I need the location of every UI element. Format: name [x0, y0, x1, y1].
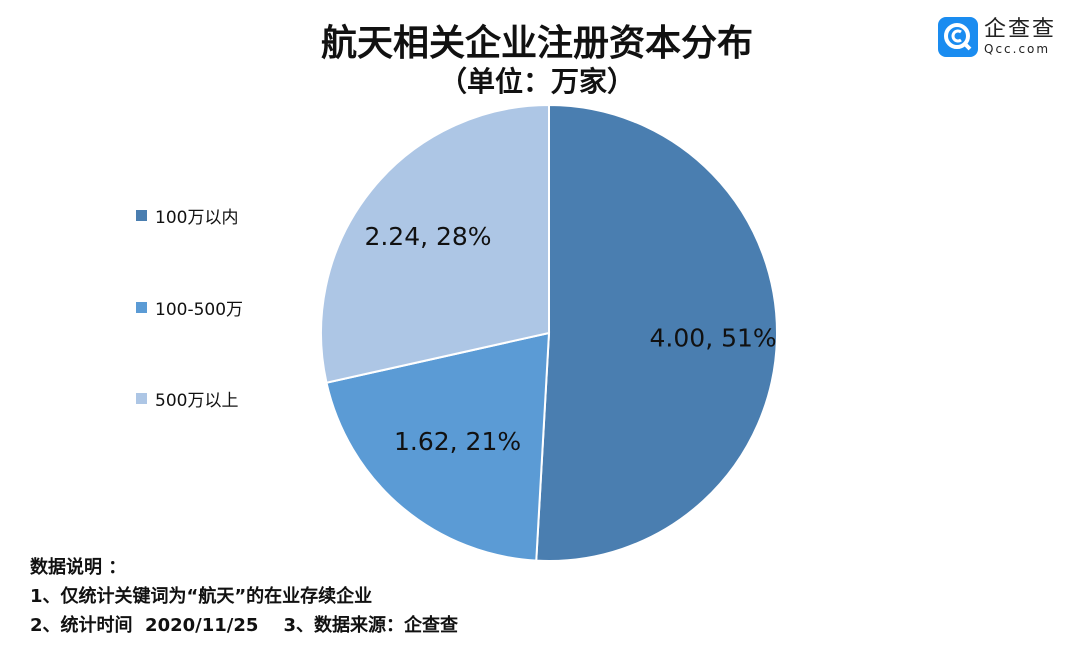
- qcc-logo-icon: [938, 17, 978, 57]
- logo-name: 企查查: [984, 17, 1057, 42]
- qcc-logo: 企查查 Qcc.com: [938, 17, 1056, 57]
- legend-label: 500万以上: [155, 391, 239, 411]
- note-line-1: 1、仅统计关键词为“航天”的在业存续企业: [30, 586, 373, 607]
- legend-swatch: [136, 210, 147, 221]
- chart-title: 航天相关企业注册资本分布: [320, 23, 753, 64]
- data-notes: 数据说明 ： 1、仅统计关键词为“航天”的在业存续企业 2、统计时间 2020/…: [30, 553, 458, 640]
- pie-slice-3: [320, 103, 550, 384]
- pie-slice-1: [535, 103, 778, 562]
- legend-label: 100万以内: [155, 208, 239, 228]
- legend-item-3: 500万以上: [136, 386, 238, 411]
- legend-item-2: 100-500万: [136, 295, 243, 320]
- chart-subtitle: （单位：万家）: [438, 65, 635, 98]
- data-label-1: 4.00, 51%: [650, 324, 777, 353]
- legend-swatch: [136, 302, 147, 313]
- pie-slice-2: [325, 331, 551, 562]
- note-line-2: 2、统计时间 2020/11/25 3、数据来源：企查查: [30, 615, 458, 636]
- notes-heading: 数据说明 ：: [30, 557, 127, 578]
- logo-domain: Qcc.com: [984, 42, 1051, 56]
- data-label-3: 2.24, 28%: [364, 222, 491, 251]
- data-label-2: 1.62, 21%: [394, 427, 521, 456]
- legend-swatch: [136, 393, 147, 404]
- legend-item-1: 100万以内: [136, 203, 238, 228]
- legend-label: 100-500万: [155, 300, 244, 320]
